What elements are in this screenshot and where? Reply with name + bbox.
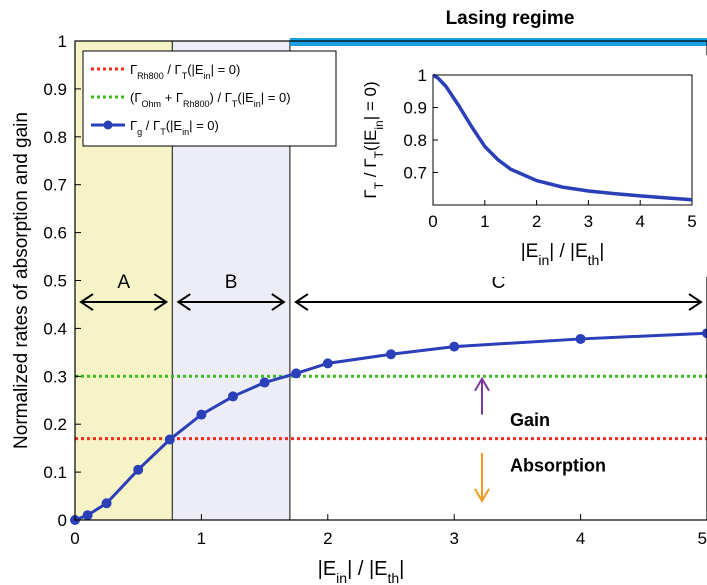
data-point	[386, 349, 396, 360]
lasing-regime-label: Lasing regime	[446, 8, 575, 29]
inset-frame	[432, 74, 693, 206]
region-label-b: B	[225, 272, 238, 293]
y-tick-label: 0	[58, 511, 67, 530]
series-line-2	[74, 331, 707, 522]
inset-y-tick-label: 1	[418, 66, 427, 85]
arrowhead-left	[176, 293, 191, 311]
arrowhead-left	[294, 293, 309, 311]
inset-x-tick-label: 5	[687, 212, 696, 231]
legend-marker	[103, 120, 113, 130]
data-point	[228, 391, 238, 402]
data-point	[196, 409, 207, 420]
inset-y-tick-label: 0.8	[403, 131, 427, 150]
absorption-arrowhead	[474, 488, 490, 503]
inset-y-tick-label: 0.9	[403, 99, 427, 118]
data-point	[164, 434, 175, 445]
inset-x-axis-label: |Ein| / |Eth|	[521, 241, 605, 268]
x-tick-label: 4	[576, 529, 585, 548]
y-tick-label: 0.6	[43, 224, 67, 243]
data-point	[259, 377, 270, 388]
x-axis-label: |Ein| / |Eth|	[318, 558, 405, 585]
absorption-label: Absorption	[510, 455, 606, 475]
legend-entry-0: ΓRh800 / ΓT(|Ein| = 0)	[130, 62, 240, 81]
y-tick-label: 0.3	[43, 367, 67, 386]
region-label-a: A	[117, 272, 130, 293]
data-point	[449, 341, 460, 352]
y-tick-label: 0.8	[43, 128, 67, 147]
y-axis-label: Normalized rates of absorption and gain	[11, 112, 32, 449]
data-point	[291, 368, 302, 379]
inset-x-tick-label: 2	[532, 212, 541, 231]
inset-x-tick-label: 0	[428, 212, 437, 231]
data-point	[575, 333, 586, 344]
arrowhead-right	[271, 293, 286, 311]
inset-x-tick-label: 3	[584, 212, 593, 231]
gain-arrowhead	[474, 376, 490, 392]
arrowhead-right	[153, 293, 169, 311]
y-tick-label: 1	[58, 32, 67, 51]
arrowhead-left	[79, 293, 94, 311]
x-tick-label: 5	[698, 529, 707, 548]
arrowhead-right	[688, 293, 703, 311]
data-point	[322, 358, 333, 369]
inset-x-tick-label: 4	[635, 212, 644, 231]
y-tick-label: 0.5	[43, 272, 67, 291]
y-tick-label: 0.1	[43, 463, 67, 482]
legend-box	[82, 50, 337, 147]
legend-entry-2: Γg / ΓT(|Ein| = 0)	[130, 118, 219, 137]
x-tick-label: 1	[197, 529, 206, 548]
data-point	[702, 328, 707, 339]
y-tick-label: 0.9	[43, 80, 67, 99]
inset-x-tick-label: 1	[480, 212, 489, 231]
x-tick-label: 3	[449, 529, 458, 548]
x-tick-label: 2	[323, 529, 332, 548]
region-label-c: C	[492, 272, 506, 293]
inset-series-line-0	[432, 73, 693, 202]
y-tick-label: 0.4	[43, 319, 67, 338]
y-tick-label: 0.7	[43, 176, 67, 195]
gain-label: Gain	[510, 410, 550, 430]
data-point	[101, 498, 112, 509]
x-tick-label: 0	[70, 529, 79, 548]
data-point	[82, 510, 93, 521]
inset-y-axis-label: ΓT / ΓT(|Ein| = 0)	[361, 81, 386, 198]
lasing-regime-bar	[289, 38, 707, 46]
y-tick-label: 0.2	[43, 415, 67, 434]
data-point	[133, 464, 144, 475]
legend-entry-1: (ΓOhm + ΓRh800) / ΓT(|Ein| = 0)	[130, 90, 291, 109]
inset-y-tick-label: 0.7	[403, 164, 427, 183]
